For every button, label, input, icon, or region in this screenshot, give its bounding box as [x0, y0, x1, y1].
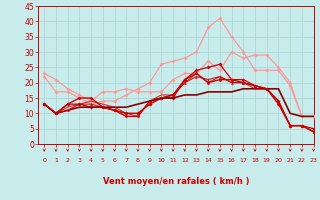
X-axis label: Vent moyen/en rafales ( km/h ): Vent moyen/en rafales ( km/h )	[103, 177, 249, 186]
